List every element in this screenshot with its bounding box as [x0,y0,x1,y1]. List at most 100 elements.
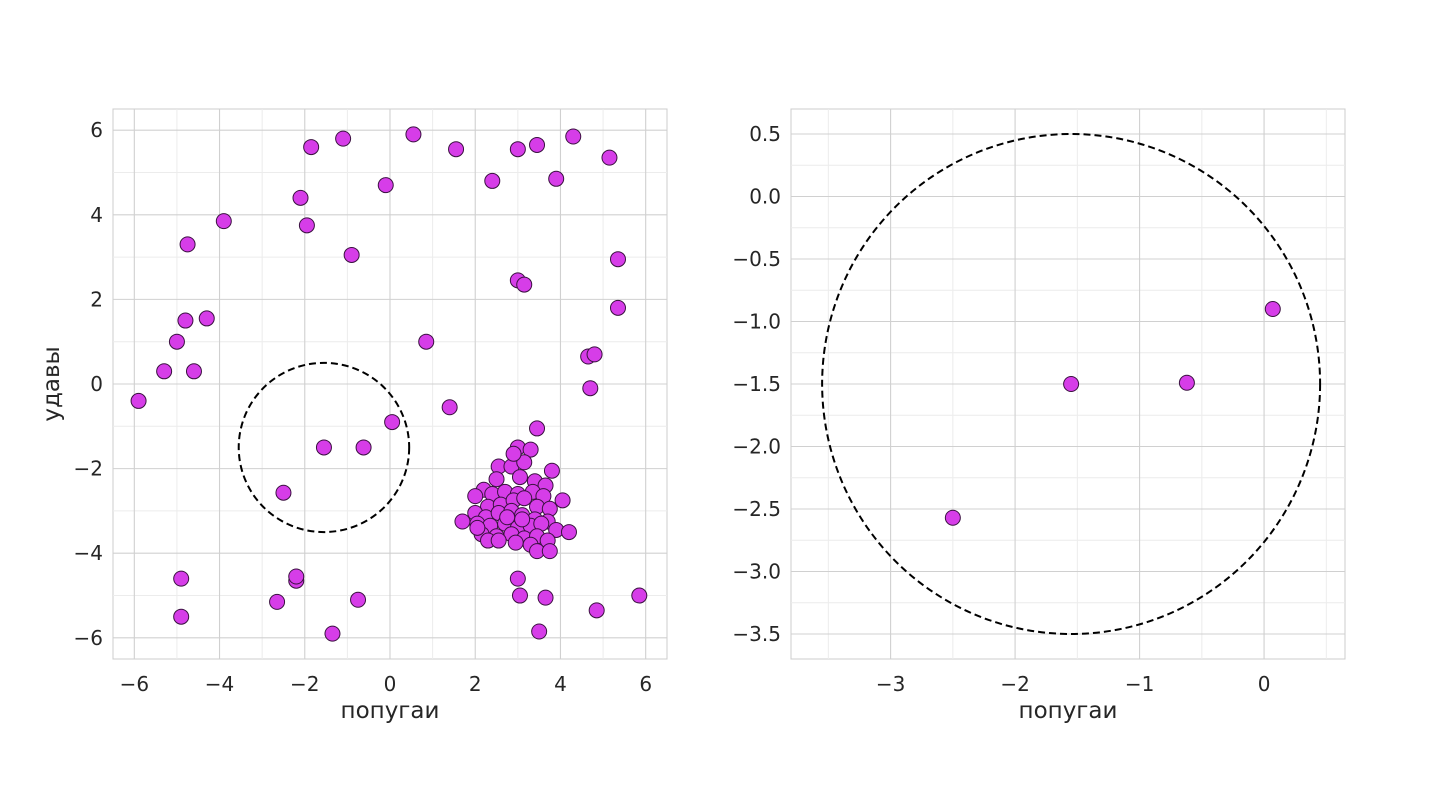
data-point [467,488,484,505]
x-tick-labels: −3 −2 −1 0 [876,672,1271,696]
data-point [303,139,320,156]
x-tick-label: 2 [469,672,482,696]
y-tick-label: −1.0 [732,310,781,334]
data-point [511,587,528,604]
x-tick-label: −2 [1000,672,1029,696]
data-point [130,392,147,409]
data-point [522,441,539,458]
data-point [509,141,526,158]
data-point [511,469,528,486]
data-point [586,346,603,363]
x-tick-label: −6 [120,672,149,696]
x-axis-label: попугаи [341,698,440,724]
major-grid [113,109,667,659]
y-tick-label: −2.0 [732,435,781,459]
data-point [448,141,465,158]
data-point [499,509,516,526]
scatter-panel-zoom: −3 −2 −1 0 0.5 0.0 −0.5 −1.0 −1.5 −2.0 −2.5 −3.0 −3… [732,108,1346,724]
y-tick-labels: 0.5 0.0 −0.5 −1.0 −1.5 −2.0 −2.5 −3.0 −3.5 [732,122,781,646]
data-point [469,519,486,536]
data-point [529,136,546,153]
data-point [560,524,577,541]
data-point [324,625,341,642]
data-point [509,570,526,587]
y-tick-label: −2 [74,457,103,481]
y-tick-label: −1.5 [732,372,781,396]
data-point [335,130,352,147]
data-point [548,170,565,187]
data-point [531,623,548,640]
data-point [1264,301,1281,317]
y-tick-labels: −6 −4 −2 0 2 4 6 [74,118,103,650]
data-point [1063,376,1080,392]
x-tick-label: −4 [205,672,234,696]
selection-circle [821,133,1322,635]
x-tick-label: 4 [554,672,567,696]
data-point [343,246,360,263]
data-point [488,471,505,488]
data-point [490,532,507,549]
data-points [130,126,648,642]
data-point [944,509,961,526]
scatter-panel-overview: −6 −4 −2 0 2 4 6 −6 −4 −2 0 2 4 6 попугаи удавы [39,108,668,724]
data-point [269,593,286,610]
data-point [441,399,458,416]
data-point [168,333,185,350]
data-point [609,251,626,268]
x-tick-labels: −6 −4 −2 0 2 4 6 [120,672,652,696]
data-point [275,484,292,501]
data-point [355,439,372,456]
x-axis-label: попугаи [1019,698,1118,724]
data-point [543,462,560,479]
y-tick-label: −4 [74,541,103,565]
data-point [173,570,190,587]
data-point [529,420,546,437]
data-point [484,172,501,189]
selection-circle-layer [821,133,1322,635]
x-tick-label: −2 [290,672,319,696]
x-tick-label: −3 [876,672,905,696]
y-tick-label: −6 [74,626,103,650]
data-point [405,126,422,143]
data-point [507,534,524,551]
data-point [292,189,309,206]
x-tick-label: 6 [639,672,652,696]
data-point [288,568,305,585]
data-point [609,299,626,316]
data-point [350,591,367,608]
y-tick-label: −2.5 [732,497,781,521]
y-tick-label: −0.5 [732,247,781,271]
y-tick-label: −3.5 [732,622,781,646]
data-point [516,454,533,471]
data-point [384,414,401,431]
y-tick-label: 0.0 [749,185,781,209]
data-point [588,602,605,619]
y-tick-label: 4 [90,203,103,227]
data-point [505,445,522,462]
data-point [1178,374,1195,391]
data-point [173,608,190,625]
x-tick-label: 0 [384,672,397,696]
y-tick-label: 2 [90,287,103,311]
data-point [215,213,232,230]
data-point [156,363,173,380]
data-point [418,333,435,350]
data-point [298,217,315,234]
y-tick-label: 0.5 [749,122,781,146]
data-point [454,513,471,530]
data-point [377,177,394,194]
x-tick-label: 0 [1258,672,1271,696]
data-point [179,236,196,253]
data-point [537,589,554,606]
data-point [177,312,194,329]
data-points [944,301,1281,526]
selection-circle-layer [237,361,411,534]
data-point [185,363,202,380]
y-tick-label: 0 [90,372,103,396]
y-axis-label: удавы [39,346,65,421]
x-tick-label: −1 [1125,672,1154,696]
data-point [601,149,618,166]
data-point [554,492,571,509]
y-tick-label: −3.0 [732,560,781,584]
